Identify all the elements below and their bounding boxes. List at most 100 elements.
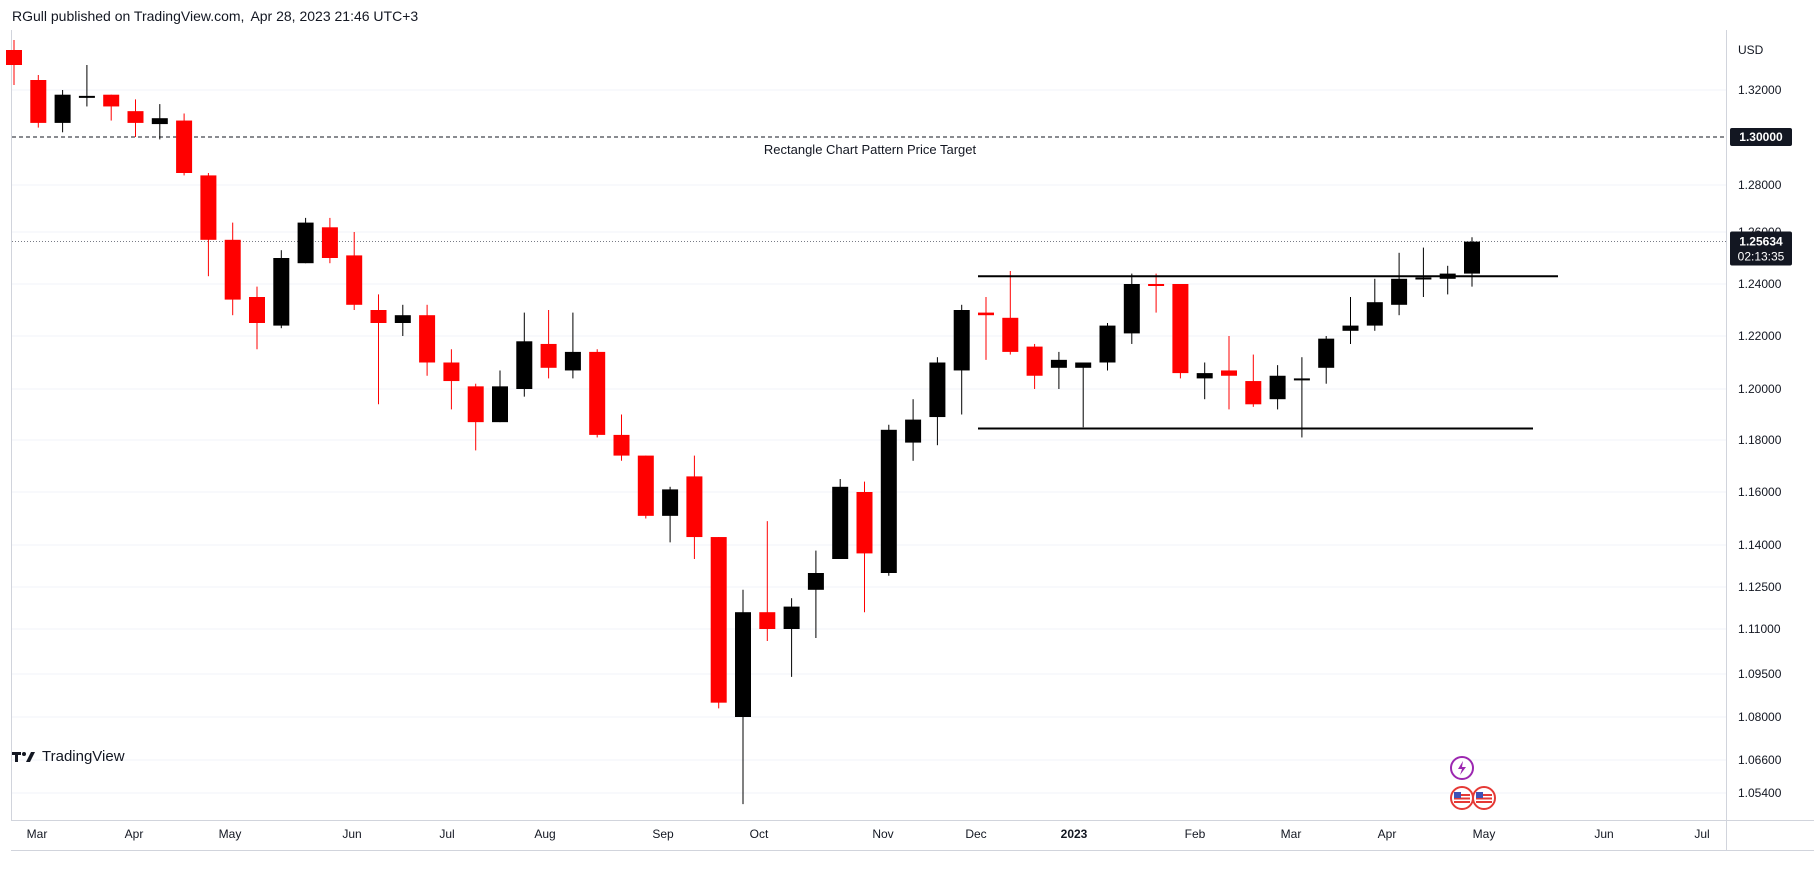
candle	[321, 217, 338, 264]
candle	[710, 537, 727, 709]
time-label-7: Oct	[750, 827, 769, 841]
price-label-10: 1.11000	[1738, 622, 1781, 636]
us-economic-event-icon-2[interactable]	[1472, 786, 1496, 810]
time-label-12: Mar	[1281, 827, 1302, 841]
candle-body	[1391, 278, 1408, 305]
candle-body	[1075, 362, 1092, 368]
candle	[1148, 273, 1165, 313]
candlestick-series	[6, 40, 1480, 805]
tradingview-branding[interactable]: TradingView	[12, 748, 125, 765]
candle	[589, 349, 606, 438]
last-price-tag: 1.25634 02:13:35	[1730, 231, 1792, 266]
candle-body	[1293, 378, 1310, 381]
candle	[249, 286, 265, 350]
candle	[1391, 252, 1408, 316]
time-label-5: Aug	[534, 827, 555, 841]
time-label-0: Mar	[27, 827, 48, 841]
candle	[467, 383, 484, 451]
candle-body	[540, 343, 557, 368]
candle	[78, 65, 95, 107]
time-label-16: Jul	[1694, 827, 1709, 841]
candle-body	[1221, 370, 1237, 376]
candle	[540, 310, 557, 379]
candle	[1318, 336, 1335, 384]
candle	[516, 312, 533, 397]
time-label-15: Jun	[1594, 827, 1613, 841]
candle-body	[127, 111, 144, 123]
candle-body	[1342, 325, 1359, 331]
candle-body	[832, 486, 849, 559]
candle	[492, 370, 508, 423]
time-label-13: Apr	[1378, 827, 1397, 841]
candle	[1075, 362, 1092, 428]
candle	[103, 94, 120, 121]
candle	[273, 250, 290, 329]
tradingview-logo-icon	[12, 751, 35, 762]
candle-body	[783, 606, 800, 629]
candle-body	[297, 222, 314, 264]
price-label-6: 1.18000	[1738, 433, 1782, 447]
candle-body	[1050, 359, 1067, 368]
candle	[419, 304, 436, 376]
candle	[953, 304, 970, 415]
price-label-4: 1.22000	[1738, 329, 1782, 343]
candle	[856, 481, 873, 613]
candle-body	[273, 258, 290, 326]
candle-body	[1464, 241, 1480, 274]
candle	[224, 222, 241, 316]
tradingview-brand-text: TradingView	[42, 748, 125, 765]
candle	[54, 90, 71, 133]
candle	[1172, 284, 1189, 379]
candle	[346, 232, 363, 310]
price-label-0: 1.32000	[1738, 83, 1782, 97]
candle-body	[78, 95, 95, 98]
candle-body	[1002, 317, 1019, 352]
candle	[1366, 278, 1383, 331]
chart-grid	[12, 89, 1726, 794]
candle-body	[759, 612, 776, 629]
price-target-annotation: Rectangle Chart Pattern Price Target	[764, 142, 977, 157]
candle-body	[30, 80, 47, 123]
candle-body	[1026, 346, 1043, 376]
price-label-7: 1.16000	[1738, 485, 1782, 499]
candle	[1026, 343, 1043, 389]
us-economic-event-icon[interactable]	[1450, 786, 1474, 810]
candle-body	[905, 419, 922, 443]
candle	[127, 99, 144, 137]
candle-body	[1196, 373, 1213, 379]
candle	[394, 304, 411, 336]
candle-body	[686, 476, 703, 538]
candle	[151, 104, 168, 140]
candle-body	[370, 310, 387, 323]
candle-body	[613, 434, 630, 456]
candle-body	[856, 492, 873, 554]
candle	[686, 455, 703, 559]
candle	[6, 40, 22, 85]
earnings-flash-icon[interactable]	[1450, 756, 1474, 780]
candle-body	[443, 362, 460, 382]
candle-body	[249, 297, 265, 323]
target-price-label: 1.30000	[1739, 130, 1783, 144]
candle-body	[419, 315, 436, 363]
price-label-12: 1.08000	[1738, 710, 1782, 724]
time-label-6: Sep	[652, 827, 674, 841]
candle-body	[151, 118, 168, 125]
time-label-3: Jun	[342, 827, 361, 841]
candle-body	[224, 239, 241, 300]
candle-body	[953, 310, 970, 371]
candle-body	[1269, 375, 1286, 400]
candle	[200, 173, 217, 277]
price-axis-labels: 1.320001.280001.260001.240001.220001.200…	[1738, 83, 1782, 800]
candle-body	[516, 341, 533, 389]
candle-body	[467, 386, 484, 423]
time-label-14: May	[1473, 827, 1496, 841]
candle-body	[1366, 302, 1383, 326]
candle	[637, 455, 654, 519]
publish-datetime: Apr 28, 2023 21:46 UTC+3	[250, 8, 419, 24]
publish-header: RGull published on TradingView.com, Apr 2…	[12, 8, 424, 24]
price-label-13: 1.06600	[1738, 753, 1782, 767]
price-label-14: 1.05400	[1738, 786, 1782, 800]
time-label-2: May	[219, 827, 242, 841]
candle	[613, 414, 630, 461]
